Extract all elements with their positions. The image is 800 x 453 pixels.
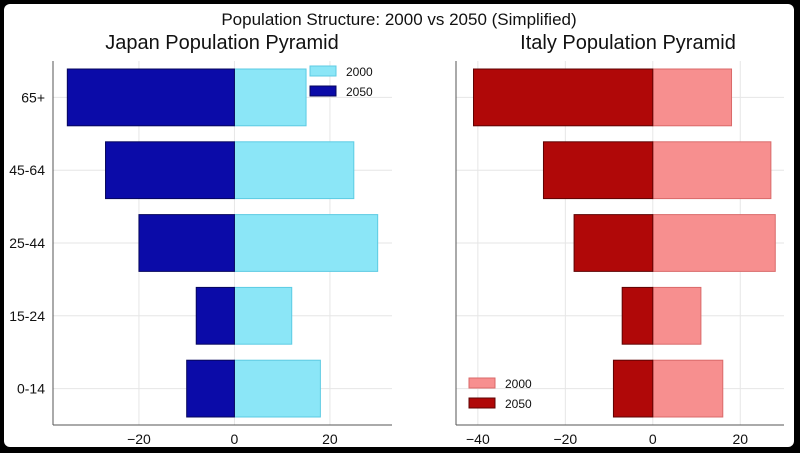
x-tick-label: 20 xyxy=(322,431,338,447)
bar-2000-45-64 xyxy=(233,141,355,200)
x-tick-label: −40 xyxy=(466,431,490,447)
bar-2000-15-24 xyxy=(652,286,702,345)
bar-2000-25-44 xyxy=(233,214,379,272)
x-tick-label: 0 xyxy=(231,431,239,447)
y-tick-label: 15-24 xyxy=(9,308,45,324)
bar-2000-0-14 xyxy=(652,359,724,418)
legend-label-2050: 2050 xyxy=(346,85,373,99)
figure-title: Population Structure: 2000 vs 2050 (Simp… xyxy=(221,10,577,29)
bar-2050-65+ xyxy=(66,68,235,127)
bar-2000-65+ xyxy=(233,68,307,127)
legend-swatch-2050 xyxy=(468,397,496,409)
x-tick-label: 0 xyxy=(649,431,657,447)
bar-2000-25-44 xyxy=(652,214,776,272)
legend-swatch-2050 xyxy=(309,85,337,97)
x-tick-label: −20 xyxy=(127,431,151,447)
y-tick-label: 65+ xyxy=(21,89,45,105)
chart-title: Italy Population Pyramid xyxy=(520,32,736,54)
bar-2050-25-44 xyxy=(573,214,654,272)
chart-title: Japan Population Pyramid xyxy=(105,32,338,54)
legend-label-2050: 2050 xyxy=(505,397,532,411)
y-tick-label: 0-14 xyxy=(17,381,45,397)
bar-2050-65+ xyxy=(472,68,654,127)
legend-label-2000: 2000 xyxy=(505,377,532,391)
bar-2000-0-14 xyxy=(233,359,321,418)
bar-2050-25-44 xyxy=(138,214,235,272)
bar-2050-15-24 xyxy=(621,286,654,345)
legend-label-2000: 2000 xyxy=(346,65,373,79)
bar-2000-45-64 xyxy=(652,141,772,200)
bar-2050-0-14 xyxy=(186,359,235,418)
chart-panel-0: −20 0 20 0-14 15-24 25-44 45-64 65+ Japan Popula… xyxy=(9,32,392,447)
bar-2000-15-24 xyxy=(233,286,293,345)
y-tick-label: 25-44 xyxy=(9,235,45,251)
legend-swatch-2000 xyxy=(309,65,337,77)
bar-2050-45-64 xyxy=(542,141,654,200)
x-tick-label: 20 xyxy=(732,431,748,447)
bar-2050-0-14 xyxy=(612,359,654,418)
chart-panel-1: −40 −20 0 20 Italy Population Pyramid 2000 205… xyxy=(455,32,784,447)
bar-2000-65+ xyxy=(652,68,733,127)
figure-frame: Population Structure: 2000 vs 2050 (Simp… xyxy=(4,4,794,447)
legend-swatch-2000 xyxy=(468,377,496,389)
charts-canvas: −20 0 20 0-14 15-24 25-44 45-64 65+ Japan Popula… xyxy=(9,32,784,447)
y-tick-label: 45-64 xyxy=(9,162,45,178)
bar-2050-45-64 xyxy=(105,141,235,200)
x-tick-label: −20 xyxy=(553,431,577,447)
bar-2050-15-24 xyxy=(195,286,235,345)
